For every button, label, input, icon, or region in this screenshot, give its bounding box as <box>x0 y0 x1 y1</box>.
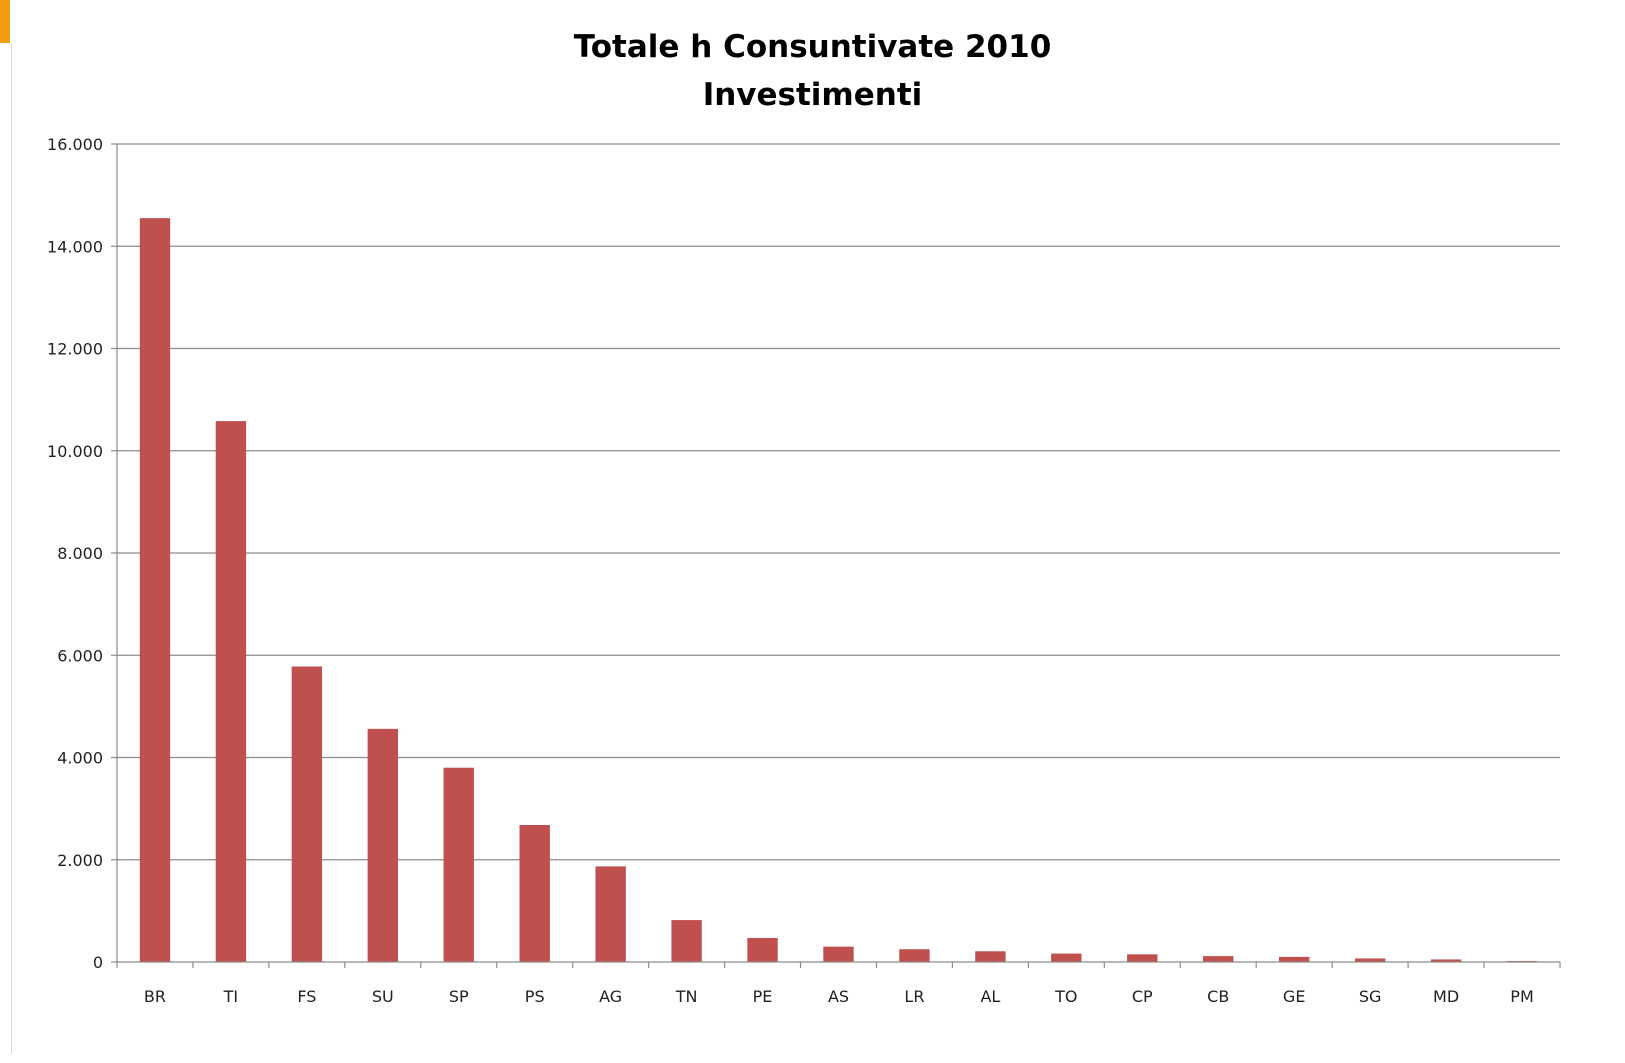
bar-su <box>367 728 399 962</box>
x-tick-label: AS <box>828 987 849 1006</box>
gridlines <box>117 143 1560 861</box>
slide-corner-accent <box>0 0 10 43</box>
bar-tn <box>671 920 702 962</box>
y-tick-label: 6.000 <box>57 646 103 665</box>
y-tick-label: 8.000 <box>57 544 103 563</box>
y-tick-label: 4.000 <box>57 749 103 768</box>
x-tick-label: MD <box>1433 987 1459 1006</box>
bar-cb <box>1203 956 1234 962</box>
x-tick-label: TO <box>1054 987 1077 1006</box>
y-tick-label: 2.000 <box>57 851 103 870</box>
x-tick-label: GE <box>1283 987 1306 1006</box>
x-tick-label: TI <box>223 987 239 1006</box>
x-tick-label: CB <box>1207 987 1229 1006</box>
bar-ps <box>519 824 550 962</box>
slide-left-rule <box>11 43 12 1053</box>
bar-fs <box>291 666 323 962</box>
bar-sg <box>1354 958 1386 962</box>
x-tick-label: BR <box>144 987 166 1006</box>
y-tick-label: 10.000 <box>47 442 103 461</box>
x-tick-label: FS <box>297 987 316 1006</box>
bar-cp <box>1127 954 1158 962</box>
x-tick-label: CP <box>1132 987 1153 1006</box>
x-tick-label: AL <box>980 987 1000 1006</box>
bar-al <box>975 951 1006 962</box>
bar-ti <box>215 421 247 962</box>
bar-br <box>139 218 171 963</box>
y-axis-ticks: 0 2.000 4.000 6.000 8.000 10.000 12.000 14.000 1… <box>47 135 117 972</box>
x-tick-label: TN <box>675 987 698 1006</box>
axes <box>116 144 1560 963</box>
y-tick-label: 14.000 <box>47 237 103 256</box>
bar-as <box>823 946 854 962</box>
x-axis-ticks: BR TI FS SU SP PS AG TN PE AS LR AL TO CP CB GE SG MD PM <box>116 962 1561 1006</box>
x-tick-label: PS <box>525 987 545 1006</box>
x-tick-label: PM <box>1510 987 1533 1006</box>
bar-ge <box>1278 956 1310 962</box>
y-tick-label: 12.000 <box>47 340 103 359</box>
chart-subtitle: Investimenti <box>702 77 923 113</box>
bar-pe <box>747 937 778 962</box>
x-tick-label: SP <box>449 987 469 1006</box>
x-tick-label: SU <box>372 987 394 1006</box>
x-tick-label: AG <box>599 987 622 1006</box>
bar-sp <box>443 767 474 962</box>
y-tick-label: 16.000 <box>47 135 103 154</box>
bar-to <box>1051 953 1082 962</box>
bar-md <box>1430 959 1462 962</box>
bar-ag <box>595 866 626 962</box>
bar-lr <box>899 949 930 962</box>
bars <box>139 218 1538 963</box>
y-tick-label: 0 <box>93 953 103 972</box>
x-tick-label: SG <box>1359 987 1382 1006</box>
x-tick-label: LR <box>904 987 924 1006</box>
x-tick-label: PE <box>753 987 773 1006</box>
chart-title: Totale h Consuntivate 2010 <box>573 29 1052 65</box>
